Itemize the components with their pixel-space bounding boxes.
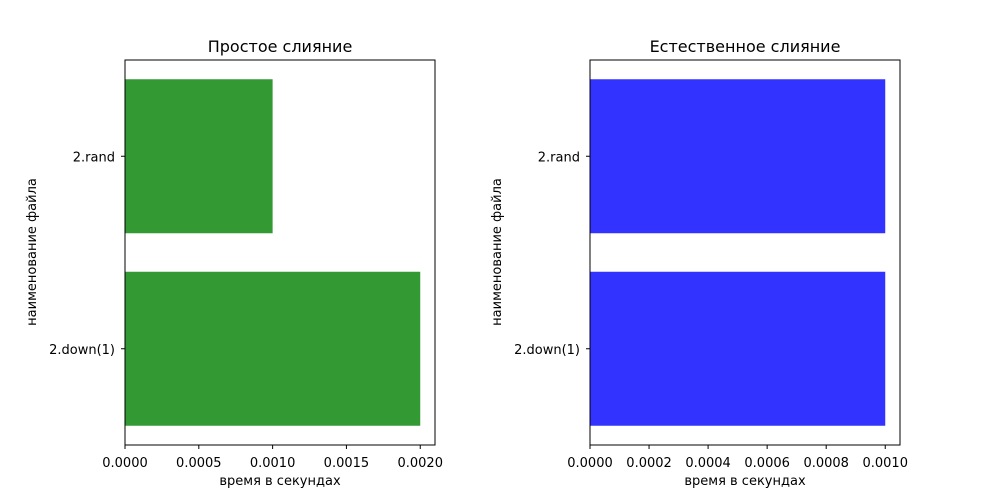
x-tick-label: 0.0002: [626, 456, 672, 471]
y-ticks: 2.rand 2.down(1): [49, 150, 125, 358]
x-tick-label: 0.0000: [102, 456, 148, 471]
bars-group: [590, 79, 886, 426]
x-axis-label: время в секундах: [219, 474, 341, 489]
y-axis-label: наименование файла: [490, 178, 505, 326]
x-tick-label: 0.0004: [685, 456, 731, 471]
plot-frame: [124, 59, 436, 446]
y-ticks: 2.rand 2.down(1): [514, 150, 590, 358]
y-tick-label: 2.rand: [538, 150, 580, 165]
x-tick-label: 0.0006: [744, 456, 790, 471]
x-tick-label: 0.0015: [324, 456, 370, 471]
plot-frame: [589, 59, 901, 446]
bar-2.down(1): [590, 271, 886, 426]
chart-title: Простое слияние: [208, 37, 353, 56]
bar-2.rand: [590, 79, 886, 234]
x-tick-label: 0.0010: [862, 456, 908, 471]
chart-title: Естественное слияние: [650, 37, 841, 56]
x-tick-label: 0.0010: [250, 456, 296, 471]
x-tick-label: 0.0020: [397, 456, 443, 471]
x-ticks: 0.0000 0.0002 0.0004 0.0006 0.0008 0.0010: [567, 445, 908, 471]
x-tick-label: 0.0000: [567, 456, 613, 471]
chart-natural-merge: Естественное слияние 2.rand 2.down(1) 0.0…: [490, 37, 908, 489]
bars-group: [125, 79, 421, 426]
x-ticks: 0.0000 0.0005 0.0010 0.0015 0.0020: [102, 445, 443, 471]
bar-2.rand: [125, 79, 273, 234]
x-axis-label: время в секундах: [684, 474, 806, 489]
x-tick-label: 0.0005: [176, 456, 222, 471]
y-axis-label: наименование файла: [25, 178, 40, 326]
x-tick-label: 0.0008: [803, 456, 849, 471]
y-tick-label: 2.down(1): [49, 343, 115, 358]
y-tick-label: 2.rand: [73, 150, 115, 165]
bar-2.down(1): [125, 271, 421, 426]
y-tick-label: 2.down(1): [514, 343, 580, 358]
